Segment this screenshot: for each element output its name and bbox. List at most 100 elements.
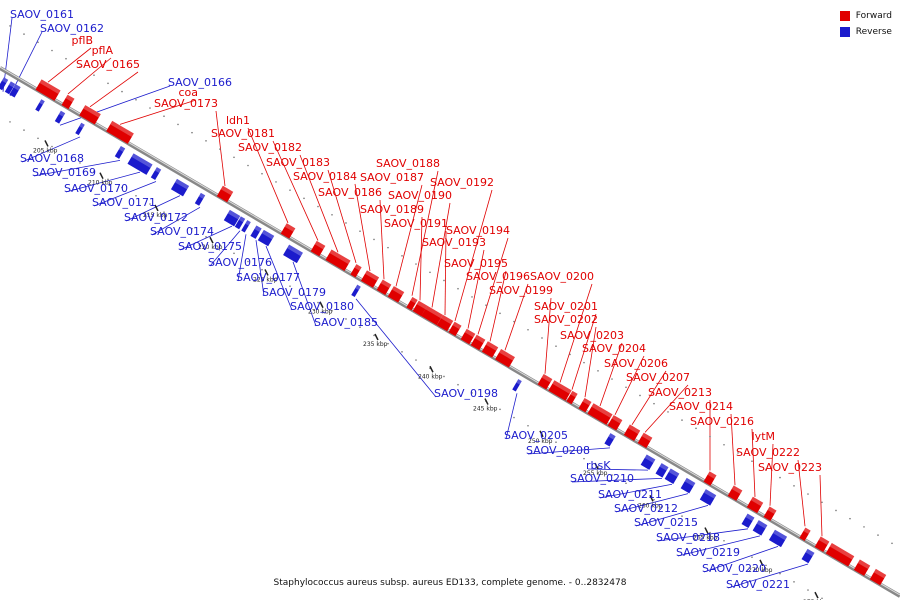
forward-gene-shine: [110, 120, 134, 138]
track-dot: [233, 156, 235, 159]
forward-gene-label: ldh1: [226, 114, 250, 127]
axis-tick-mark: [814, 591, 819, 599]
forward-gene-label: pflB: [72, 34, 93, 47]
forward-gene-body: [35, 79, 61, 101]
reverse-gene-body: [114, 145, 126, 159]
reverse-gene: [170, 178, 190, 197]
forward-gene-label: SAOV_0190: [388, 189, 452, 202]
track-dot: [51, 145, 53, 148]
reverse-gene-body: [664, 468, 680, 484]
track-dots: [9, 25, 893, 600]
forward-leader-line: [730, 413, 736, 486]
reverse-gene-shine: [684, 477, 696, 487]
forward-gene: [387, 286, 405, 303]
forward-leader-line: [544, 297, 552, 374]
reverse-leader-line: [727, 563, 809, 589]
track-dot: [849, 517, 851, 520]
reverse-gene-label: SAOV_0180: [290, 300, 354, 313]
forward-gene-label: SAOV_0202: [534, 313, 598, 326]
reverse-gene: [640, 454, 656, 470]
reverse-gene-label: SAOV_0219: [676, 546, 740, 559]
axis-tick-mark: [99, 172, 104, 180]
forward-gene: [460, 328, 476, 345]
reverse-gene-label: SAOV_0212: [614, 502, 678, 515]
forward-leader-line: [431, 202, 451, 308]
track-dot: [583, 361, 585, 364]
reverse-gene-label: SAOV_0221: [726, 578, 790, 591]
forward-gene-label: SAOV_0186: [318, 186, 382, 199]
forward-gene-shine: [582, 398, 592, 406]
reverse-gene-body: [54, 110, 66, 124]
track-dot: [415, 359, 417, 361]
reverse-gene: [194, 192, 206, 206]
track-dot: [317, 301, 319, 304]
track-dot: [583, 457, 585, 460]
forward-gene-body: [548, 380, 572, 401]
reverse-gene-body: [699, 489, 717, 506]
reverse-gene-body: [234, 216, 246, 230]
forward-gene: [578, 398, 592, 413]
track-dot: [9, 121, 11, 123]
reverse-gene: [0, 77, 9, 91]
axis-tick-mark: [539, 430, 544, 438]
forward-gene-label: SAOV_0194: [446, 224, 510, 237]
axis-tick-mark: [759, 559, 764, 567]
forward-gene: [376, 279, 392, 295]
axis-tick-label: 265 kbp: [693, 535, 718, 542]
forward-gene: [537, 374, 553, 390]
forward-leader-line: [444, 230, 447, 316]
forward-gene-body: [853, 559, 871, 576]
forward-gene-label: SAOV_0200: [530, 270, 594, 283]
forward-leader-line: [379, 199, 385, 280]
forward-leader-line: [504, 283, 529, 351]
track-dot: [765, 468, 767, 471]
reverse-gene: [75, 122, 85, 136]
track-dot: [681, 419, 683, 421]
track-dot: [639, 394, 641, 397]
track-dot: [569, 353, 571, 356]
forward-gene-body: [376, 279, 392, 295]
reverse-gene-shine: [668, 468, 680, 478]
forward-gene: [623, 424, 641, 441]
track-dot: [821, 597, 823, 600]
reverse-gene-label: SAOV_0185: [314, 316, 378, 329]
track-dot: [611, 378, 613, 380]
forward-gene-shine: [611, 415, 623, 424]
reverse-leader-line: [657, 528, 749, 542]
track-dot: [261, 172, 263, 175]
track-dot: [359, 326, 361, 329]
track-dot: [177, 219, 179, 222]
track-dot: [79, 162, 81, 164]
legend: Forward Reverse: [839, 8, 892, 40]
reverse-gene-body: [75, 122, 85, 136]
forward-swatch: [839, 11, 850, 21]
forward-gene-shine: [39, 79, 61, 95]
reverse-gene-label: SAOV_0179: [262, 286, 326, 299]
reverse-gene-shine: [745, 513, 755, 522]
reverse-gene: [127, 153, 153, 175]
reverse-leader-line: [615, 493, 689, 513]
forward-leader-line: [599, 342, 623, 407]
track-dot: [387, 246, 389, 249]
track-dot: [723, 443, 725, 446]
reverse-gene-shine: [703, 489, 717, 499]
forward-gene-shine: [731, 485, 743, 495]
track-dot: [163, 211, 165, 214]
map-caption: Staphylococcus aureus subsp. aureus ED13…: [273, 578, 627, 588]
forward-gene: [412, 300, 428, 317]
track-dot: [485, 304, 487, 306]
axis-tick-label: 245 kbp: [473, 406, 498, 413]
reverse-leader-line: [265, 245, 293, 311]
forward-gene-body: [436, 314, 454, 332]
reverse-gene-shine: [772, 529, 788, 541]
track-dot: [709, 531, 711, 534]
forward-gene-body: [481, 341, 499, 358]
reverse-gene-shine: [238, 216, 246, 223]
forward-gene-body: [495, 349, 515, 368]
track-dot: [191, 227, 193, 230]
forward-leader-line: [477, 237, 509, 335]
forward-gene-shine: [803, 527, 811, 535]
forward-gene-shine: [707, 471, 717, 479]
track-dot: [793, 485, 795, 487]
forward-gene: [35, 79, 61, 101]
